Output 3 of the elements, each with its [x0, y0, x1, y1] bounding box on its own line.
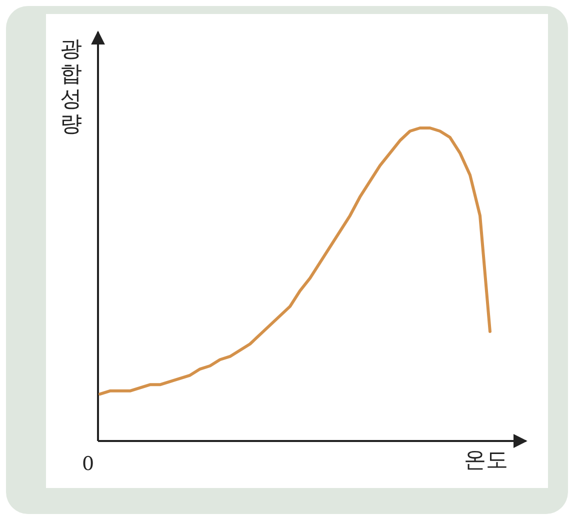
y-axis-title: 광합성량 [60, 37, 82, 137]
x-axis-title: 온도 [464, 448, 508, 473]
text: 0 [82, 453, 94, 475]
